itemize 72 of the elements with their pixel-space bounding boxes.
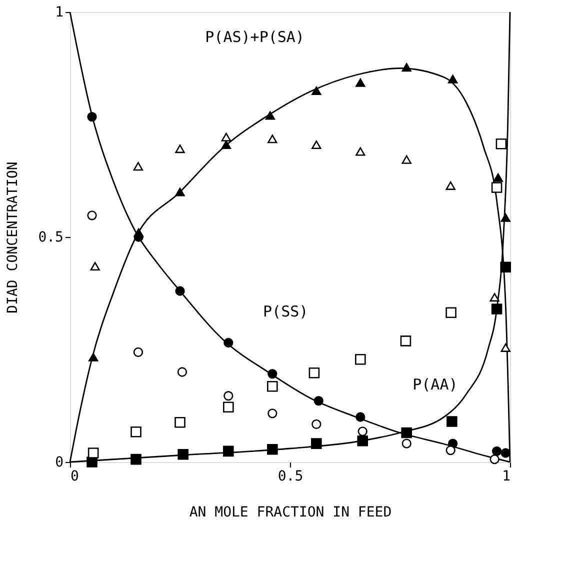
point bbox=[268, 368, 278, 379]
point bbox=[358, 426, 368, 436]
point bbox=[312, 86, 322, 96]
point bbox=[500, 343, 510, 352]
point bbox=[130, 454, 142, 465]
point bbox=[496, 138, 507, 150]
point bbox=[268, 134, 278, 144]
point bbox=[175, 144, 185, 154]
point bbox=[133, 162, 144, 171]
point bbox=[446, 307, 456, 318]
point bbox=[448, 74, 458, 84]
point bbox=[500, 262, 511, 273]
point bbox=[133, 347, 144, 358]
point bbox=[402, 438, 412, 448]
point bbox=[490, 454, 500, 464]
point bbox=[500, 448, 510, 458]
point bbox=[446, 181, 456, 190]
point bbox=[491, 182, 502, 193]
series-label: P(AA) bbox=[412, 376, 458, 394]
point bbox=[401, 427, 412, 438]
x-tick-label: 0.5 bbox=[278, 468, 304, 484]
point bbox=[314, 396, 324, 406]
point bbox=[356, 412, 366, 422]
point bbox=[224, 391, 234, 401]
point bbox=[491, 304, 502, 314]
point bbox=[311, 438, 322, 449]
point bbox=[267, 381, 278, 392]
point bbox=[90, 262, 100, 271]
point bbox=[268, 408, 278, 418]
x-tick-label: 0 bbox=[70, 468, 79, 484]
point bbox=[493, 173, 503, 182]
point bbox=[178, 448, 188, 460]
point bbox=[312, 140, 322, 150]
y-tick-label: 1 bbox=[55, 4, 64, 20]
point bbox=[490, 293, 500, 302]
point bbox=[357, 435, 368, 446]
point bbox=[88, 352, 98, 362]
point bbox=[402, 155, 412, 164]
point bbox=[177, 367, 188, 377]
point bbox=[500, 213, 510, 222]
point bbox=[174, 417, 186, 428]
point bbox=[221, 132, 232, 142]
point bbox=[221, 140, 232, 150]
point bbox=[267, 444, 278, 455]
point bbox=[312, 419, 322, 430]
text: P(AS)+P(SA) bbox=[205, 28, 304, 46]
point bbox=[175, 188, 185, 196]
point bbox=[356, 147, 366, 156]
point bbox=[356, 78, 366, 87]
y-axis-title: DIAD CONCENTRATION bbox=[5, 162, 22, 314]
point bbox=[130, 426, 142, 438]
text: P(SS) bbox=[263, 302, 308, 321]
point bbox=[87, 210, 97, 220]
point bbox=[265, 111, 276, 120]
point bbox=[446, 445, 456, 456]
y-tick-label: 0.5 bbox=[38, 230, 64, 246]
point bbox=[224, 338, 234, 348]
point bbox=[87, 112, 97, 122]
point bbox=[134, 228, 144, 237]
point bbox=[223, 446, 234, 457]
point bbox=[446, 416, 458, 427]
x-axis-title: AN MOLE FRACTION IN FEED bbox=[189, 504, 392, 520]
x-tick-label: 1 bbox=[502, 468, 510, 484]
point bbox=[402, 63, 412, 72]
point bbox=[88, 448, 99, 458]
point bbox=[175, 286, 185, 296]
point bbox=[355, 354, 366, 365]
y-tick-label: 0 bbox=[55, 454, 64, 470]
point bbox=[400, 336, 412, 346]
point bbox=[223, 402, 234, 412]
point bbox=[308, 368, 320, 378]
point bbox=[492, 446, 502, 456]
